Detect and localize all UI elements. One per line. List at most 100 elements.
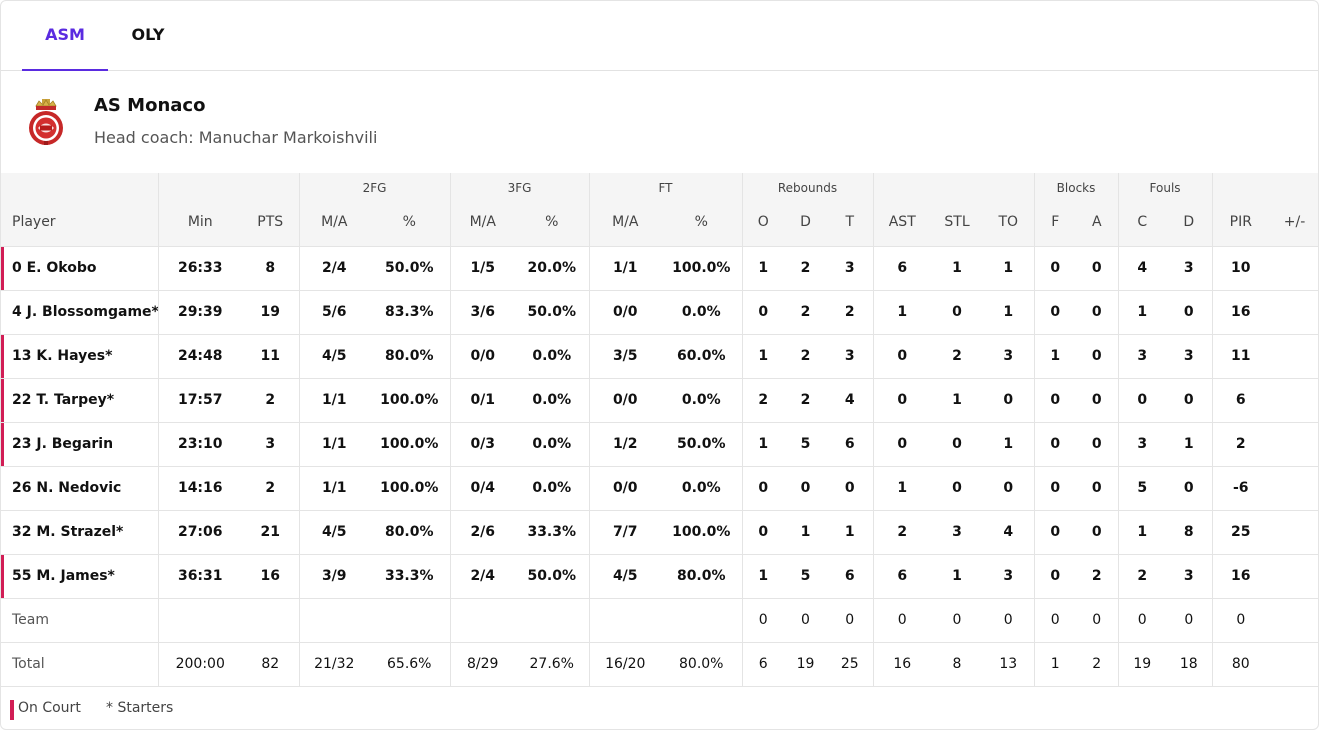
- cell-stl: 1: [931, 377, 983, 422]
- cell-to: 13: [983, 641, 1035, 687]
- legend-starters: * Starters: [106, 700, 174, 716]
- cell-blk-f: 0: [1033, 377, 1077, 422]
- player-name[interactable]: 0 E. Okobo: [1, 245, 158, 290]
- cell-plus-minus: [1269, 509, 1318, 554]
- cell-foul-d: 0: [1166, 289, 1213, 334]
- cell-reb-o: 1: [741, 245, 784, 290]
- cell-foul-c: 3: [1117, 333, 1167, 378]
- cell-plus-minus: [1269, 465, 1318, 510]
- player-name[interactable]: 13 K. Hayes*: [1, 333, 158, 378]
- cell-foul-c: 1: [1117, 289, 1167, 334]
- cell-pts: 16: [242, 553, 299, 598]
- cell-reb-d: 5: [784, 421, 827, 466]
- cell-ast: 0: [872, 377, 931, 422]
- cell-reb-d: 0: [784, 597, 827, 642]
- tab-oly[interactable]: OLY: [131, 25, 165, 44]
- player-name[interactable]: 23 J. Begarin: [1, 421, 158, 466]
- cell-2fg-ma: 2/4: [298, 245, 369, 290]
- cell-pir: 16: [1211, 289, 1270, 334]
- player-name[interactable]: 55 M. James*: [1, 553, 158, 598]
- cell-ft-pct: 60.0%: [661, 333, 742, 378]
- player-name[interactable]: 22 T. Tarpey*: [1, 377, 158, 422]
- cell-2fg-pct: 100.0%: [369, 465, 450, 510]
- header-min: Min: [157, 203, 242, 246]
- cell-reb-d: 2: [784, 289, 827, 334]
- cell-ft-pct: 100.0%: [661, 245, 742, 290]
- cell-ft-ma: 0/0: [588, 465, 661, 510]
- cell-3fg-pct: 0.0%: [515, 377, 589, 422]
- cell-3fg-ma: 3/6: [449, 289, 515, 334]
- cell-stl: 0: [931, 289, 983, 334]
- cell-foul-d: 3: [1166, 553, 1213, 598]
- cell-blk-a: 0: [1076, 597, 1119, 642]
- legend-on-court: On Court: [18, 700, 81, 716]
- cell-plus-minus: [1269, 333, 1318, 378]
- cell-2fg-pct: 80.0%: [369, 509, 450, 554]
- cell-pts: 82: [242, 641, 299, 687]
- cell-ft-ma: 3/5: [588, 333, 661, 378]
- cell-plus-minus: [1269, 421, 1318, 466]
- cell-to: 3: [983, 553, 1035, 598]
- cell-stl: 0: [931, 597, 983, 642]
- cell-reb-o: 0: [741, 289, 784, 334]
- group-2fg: 2FG: [298, 173, 450, 203]
- cell-ft-ma: 16/20: [588, 641, 661, 687]
- table-row: 13 K. Hayes* 24:48 11 4/5 80.0% 0/0 0.0% 3/5 60.…: [1, 333, 1318, 378]
- cell-foul-c: 0: [1117, 377, 1167, 422]
- cell-blk-f: 0: [1033, 553, 1077, 598]
- group-pir: [1211, 173, 1318, 203]
- cell-stl: 8: [931, 641, 983, 687]
- cell-2fg-ma: 1/1: [298, 377, 369, 422]
- player-name[interactable]: 26 N. Nedovic: [1, 465, 158, 510]
- header-2fg-ma: M/A: [298, 203, 369, 246]
- cell-to: 1: [983, 245, 1035, 290]
- cell-to: 4: [983, 509, 1035, 554]
- as-monaco-crest-icon: [29, 99, 63, 145]
- header-to: TO: [983, 203, 1035, 246]
- cell-stl: 2: [931, 333, 983, 378]
- cell-3fg-ma: 0/4: [449, 465, 515, 510]
- cell-foul-c: 4: [1117, 245, 1167, 290]
- cell-min: 24:48: [157, 333, 242, 378]
- table-row: 55 M. James* 36:31 16 3/9 33.3% 2/4 50.0% 4/5 80…: [1, 553, 1318, 598]
- cell-blk-a: 0: [1076, 377, 1119, 422]
- table-row: 26 N. Nedovic 14:16 2 1/1 100.0% 0/4 0.0% 0/0 0.…: [1, 465, 1318, 510]
- cell-ft-pct: 50.0%: [661, 421, 742, 466]
- header-blk-f: F: [1033, 203, 1077, 246]
- cell-reb-d: 1: [784, 509, 827, 554]
- cell-pir: 25: [1211, 509, 1270, 554]
- legend: On Court * Starters: [1, 698, 601, 722]
- header-reb-d: D: [784, 203, 827, 246]
- cell-foul-d: 1: [1166, 421, 1213, 466]
- cell-reb-d: 2: [784, 377, 827, 422]
- cell-reb-o: 1: [741, 333, 784, 378]
- cell-reb-t: 3: [827, 333, 873, 378]
- tab-asm[interactable]: ASM: [22, 1, 108, 71]
- group-rebounds: Rebounds: [741, 173, 873, 203]
- cell-reb-t: 1: [827, 509, 873, 554]
- cell-to: 3: [983, 333, 1035, 378]
- cell-3fg-ma: 0/1: [449, 377, 515, 422]
- header-plus-minus: +/-: [1269, 203, 1318, 246]
- table-row: 32 M. Strazel* 27:06 21 4/5 80.0% 2/6 33.3% 7/7…: [1, 509, 1318, 554]
- player-name[interactable]: 4 J. Blossomgame*: [1, 289, 158, 334]
- cell-ast: 6: [872, 553, 931, 598]
- cell-ft-pct: 0.0%: [661, 289, 742, 334]
- cell-reb-t: 0: [827, 597, 873, 642]
- cell-to: 0: [983, 465, 1035, 510]
- cell-ft-ma: 0/0: [588, 377, 661, 422]
- cell-2fg-pct: 33.3%: [369, 553, 450, 598]
- player-name[interactable]: 32 M. Strazel*: [1, 509, 158, 554]
- cell-pir: 2: [1211, 421, 1270, 466]
- table-row: 22 T. Tarpey* 17:57 2 1/1 100.0% 0/1 0.0% 0/0 0.…: [1, 377, 1318, 422]
- stats-table-wrapper: 2FG 3FG FT Rebounds Blocks Fouls Player M…: [1, 173, 1318, 687]
- cell-reb-t: 6: [827, 553, 873, 598]
- cell-min: 23:10: [157, 421, 242, 466]
- cell-reb-t: 25: [827, 641, 873, 687]
- cell-reb-o: 0: [741, 465, 784, 510]
- cell-ast: 0: [872, 421, 931, 466]
- cell-stl: 1: [931, 245, 983, 290]
- header-blk-a: A: [1076, 203, 1119, 246]
- cell-pts: 19: [242, 289, 299, 334]
- cell-reb-o: 2: [741, 377, 784, 422]
